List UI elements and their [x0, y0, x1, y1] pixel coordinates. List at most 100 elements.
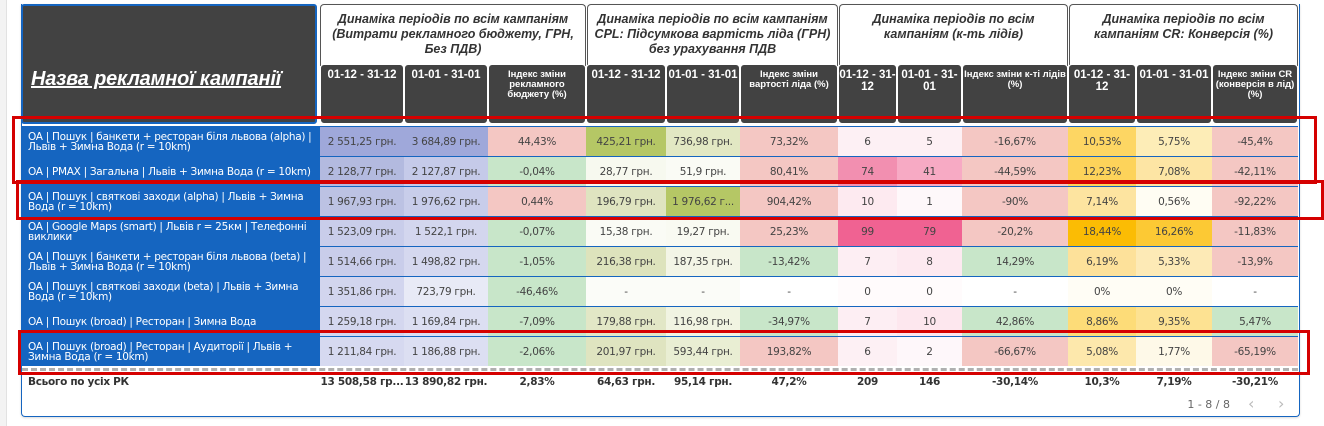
column-header-7[interactable]: 01-12 - 31-12 — [838, 64, 897, 124]
total-value-cell: 13 508,58 гр... — [320, 376, 404, 388]
value-cell: 73,32% — [740, 127, 838, 156]
group-header-cpl: Динаміка періодів по всім кампаніям CPL:… — [587, 4, 838, 66]
campaign-name-cell: OA | Пошук (broad) | Ресторан | Зимна Во… — [22, 307, 320, 336]
value-cell: 1 351,86 грн. — [320, 277, 404, 306]
value-cell: 1 259,18 грн. — [320, 307, 404, 336]
total-label: Всього по усіх РК — [28, 376, 129, 388]
table-row[interactable]: OA | Google Maps (smart) | Львів r = 25к… — [22, 216, 1298, 246]
value-cell: 2 127,87 грн. — [404, 157, 488, 186]
value-cell: 2 128,77 грн. — [320, 157, 404, 186]
column-header-5[interactable]: 01-01 - 31-01 — [666, 64, 740, 124]
name-column-title: Назва рекламної кампанії — [31, 68, 282, 90]
column-header-8[interactable]: 01-01 - 31-01 — [897, 64, 962, 124]
value-cell: 0 — [838, 277, 897, 306]
column-header-6[interactable]: Індекс зміни вартості ліда (%) — [740, 64, 838, 124]
value-cell: 179,88 грн. — [586, 307, 666, 336]
column-header-2[interactable]: 01-01 - 31-01 — [404, 64, 488, 124]
value-cell: 1 514,66 грн. — [320, 247, 404, 276]
campaign-name-cell: OA | Пошук (broad) | Ресторан | Аудиторі… — [22, 337, 320, 366]
value-cell: - — [962, 277, 1068, 306]
column-header-4[interactable]: 01-12 - 31-12 — [586, 64, 666, 124]
value-cell: -66,67% — [962, 337, 1068, 366]
table-row[interactable]: OA | PMAX | Загальна | Львів + Зимна Вод… — [22, 156, 1298, 186]
value-cell: 10 — [897, 307, 962, 336]
value-cell: 723,79 грн. — [404, 277, 488, 306]
value-cell: 7 — [838, 247, 897, 276]
group-header-budget: Динаміка періодів по всім кампаніям (Вит… — [320, 4, 586, 66]
value-cell: 6 — [838, 127, 897, 156]
value-cell: 1 976,62 грн. — [404, 187, 488, 216]
value-cell: 8 — [897, 247, 962, 276]
value-cell: 5,33% — [1136, 247, 1212, 276]
value-cell: 8,86% — [1068, 307, 1136, 336]
value-cell: 10,53% — [1068, 127, 1136, 156]
total-value-cell: 47,2% — [771, 376, 807, 388]
column-header-9[interactable]: Індекс зміни к-ті лідів (%) — [962, 64, 1068, 124]
campaign-table — [21, 4, 1300, 417]
value-cell: 99 — [838, 217, 897, 246]
group-header-cr: Динаміка періодів по всім кампаніям CR: … — [1069, 4, 1298, 66]
value-cell: 0,56% — [1136, 187, 1212, 216]
value-cell: 7,08% — [1136, 157, 1212, 186]
value-cell: -16,67% — [962, 127, 1068, 156]
column-header-11[interactable]: 01-01 - 31-01 — [1136, 64, 1212, 124]
value-cell: 14,29% — [962, 247, 1068, 276]
value-cell: 1 211,84 грн. — [320, 337, 404, 366]
name-column-header[interactable]: Назва рекламної кампанії — [21, 4, 317, 124]
value-cell: 6 — [838, 337, 897, 366]
column-header-10[interactable]: 01-12 - 31-12 — [1068, 64, 1136, 124]
value-cell: -13,42% — [740, 247, 838, 276]
total-value-cell: 209 — [856, 376, 879, 388]
column-header-1[interactable]: 01-12 - 31-12 — [320, 64, 404, 124]
value-cell: -20,2% — [962, 217, 1068, 246]
value-cell: -0,07% — [488, 217, 586, 246]
value-cell: 1 186,88 грн. — [404, 337, 488, 366]
value-cell: 6,19% — [1068, 247, 1136, 276]
value-cell: 736,98 грн. — [666, 127, 740, 156]
value-cell: 593,44 грн. — [666, 337, 740, 366]
group-header-leads: Динаміка періодів по всім кампаніям (к-т… — [839, 4, 1068, 66]
value-cell: -7,09% — [488, 307, 586, 336]
value-cell: 5,08% — [1068, 337, 1136, 366]
value-cell: 0% — [1068, 277, 1136, 306]
value-cell: - — [740, 277, 838, 306]
value-cell: 1 976,62 г... — [666, 187, 740, 216]
value-cell: 12,23% — [1068, 157, 1136, 186]
prev-page-button[interactable]: ‹ — [1248, 394, 1255, 413]
value-cell: 25,23% — [740, 217, 838, 246]
value-cell: 44,43% — [488, 127, 586, 156]
value-cell: 187,35 грн. — [666, 247, 740, 276]
table-row[interactable]: OA | Пошук | святкові заходи (alpha) | Л… — [22, 186, 1298, 216]
value-cell: 216,38 грн. — [586, 247, 666, 276]
column-header-12[interactable]: Індекс зміни CR (конверсія в лід) (%) — [1212, 64, 1298, 124]
value-cell: 15,38 грн. — [586, 217, 666, 246]
value-cell: 74 — [838, 157, 897, 186]
next-page-button[interactable]: › — [1278, 394, 1285, 413]
value-cell: 201,97 грн. — [586, 337, 666, 366]
value-cell: 16,26% — [1136, 217, 1212, 246]
table-row[interactable]: OA | Пошук | банкети + ресторан біля льв… — [22, 246, 1298, 276]
table-row[interactable]: OA | Пошук | банкети + ресторан біля льв… — [22, 126, 1298, 156]
value-cell: 19,27 грн. — [666, 217, 740, 246]
total-row: Всього по усіх РК 13 508,58 гр... 13 890,8… — [22, 372, 1298, 392]
value-cell: 0% — [1136, 277, 1212, 306]
table-row[interactable]: OA | Пошук (broad) | Ресторан | Аудиторі… — [22, 336, 1298, 366]
value-cell: 51,9 грн. — [666, 157, 740, 186]
campaign-name-cell: OA | Пошук | банкети + ресторан біля льв… — [22, 247, 320, 276]
value-cell: -34,97% — [740, 307, 838, 336]
value-cell: - — [666, 277, 740, 306]
value-cell: 3 684,89 грн. — [404, 127, 488, 156]
value-cell: -2,06% — [488, 337, 586, 366]
total-value-cell: -30,21% — [1232, 376, 1278, 388]
value-cell: 18,44% — [1068, 217, 1136, 246]
total-value-cell: -30,14% — [992, 376, 1038, 388]
value-cell: -13,9% — [1212, 247, 1298, 276]
value-cell: 42,86% — [962, 307, 1068, 336]
total-value-cell: 13 890,82 грн. — [404, 376, 488, 388]
value-cell: -11,83% — [1212, 217, 1298, 246]
value-cell: 193,82% — [740, 337, 838, 366]
table-row[interactable]: OA | Пошук | святкові заходи (beta) | Ль… — [22, 276, 1298, 306]
value-cell: 1 967,93 грн. — [320, 187, 404, 216]
column-header-3[interactable]: Індекс зміни рекламного бюджету (%) — [488, 64, 586, 124]
table-row[interactable]: OA | Пошук (broad) | Ресторан | Зимна Во… — [22, 306, 1298, 336]
